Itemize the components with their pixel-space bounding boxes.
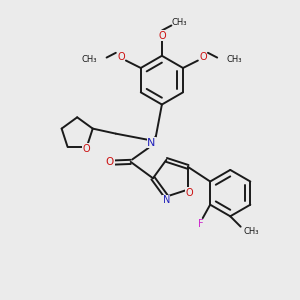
Text: O: O (117, 52, 125, 62)
Text: O: O (199, 52, 207, 62)
Text: O: O (158, 31, 166, 40)
Text: CH₃: CH₃ (243, 227, 259, 236)
Text: F: F (198, 219, 204, 229)
Text: CH₃: CH₃ (172, 18, 188, 27)
Text: N: N (147, 138, 156, 148)
Text: N: N (163, 195, 170, 205)
Text: O: O (185, 188, 193, 198)
Text: CH₃: CH₃ (81, 55, 97, 64)
Text: O: O (106, 158, 114, 167)
Text: O: O (83, 144, 91, 154)
Text: CH₃: CH₃ (227, 55, 242, 64)
